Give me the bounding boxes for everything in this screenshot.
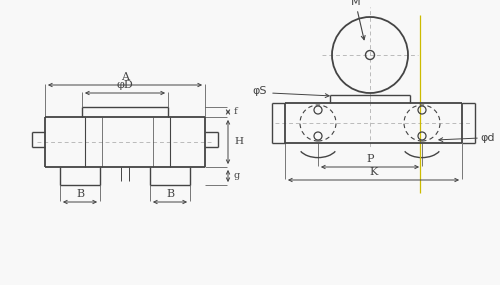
Text: B: B	[76, 189, 84, 199]
Text: A: A	[121, 72, 129, 82]
Text: φS: φS	[252, 86, 267, 96]
Text: H: H	[234, 137, 243, 146]
Text: φd: φd	[480, 133, 494, 143]
Text: φD: φD	[116, 80, 134, 90]
Text: B: B	[166, 189, 174, 199]
Text: P: P	[366, 154, 374, 164]
Text: f: f	[234, 107, 237, 117]
Text: g: g	[234, 172, 240, 180]
Text: M: M	[351, 0, 361, 7]
Text: K: K	[370, 167, 378, 177]
